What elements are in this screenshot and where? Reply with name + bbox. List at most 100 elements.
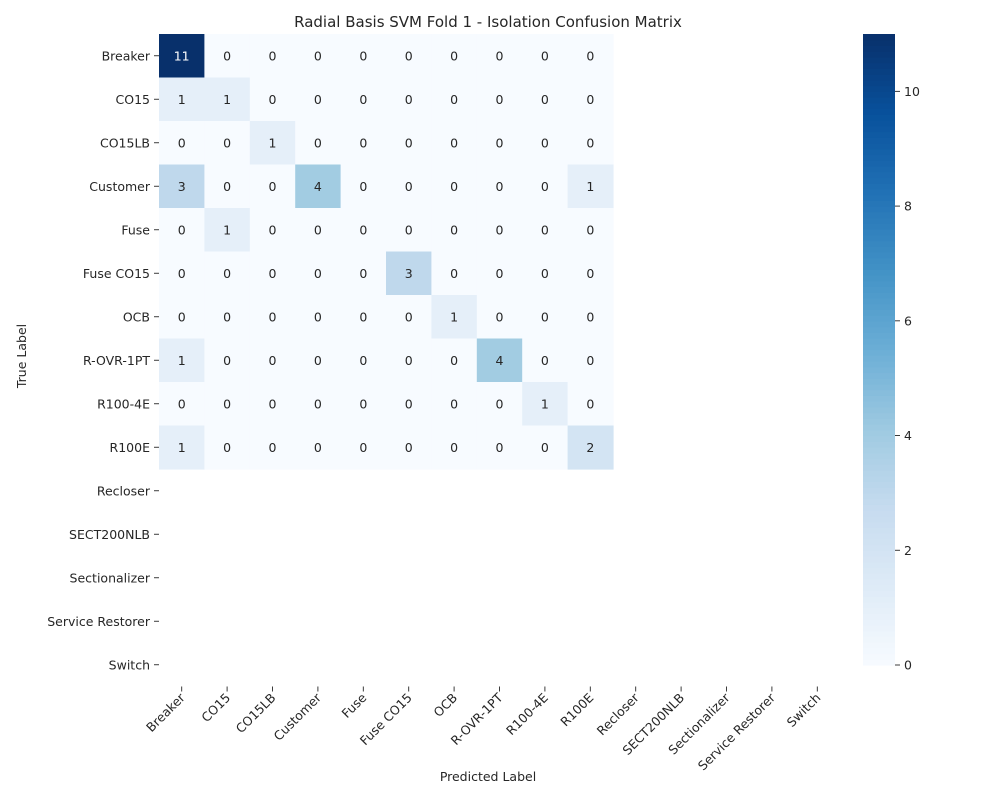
cell-value-label: 0 xyxy=(405,48,413,63)
colorbar-segment xyxy=(863,418,895,425)
x-tick-label: R100E xyxy=(557,690,596,729)
colorbar-segment xyxy=(863,74,895,81)
colorbar-segment xyxy=(863,601,895,609)
heatmap-cell xyxy=(522,338,569,383)
colorbar-segment xyxy=(863,624,895,632)
cell-value-label: 0 xyxy=(223,266,231,281)
colorbar-segment xyxy=(863,533,895,540)
heatmap-cell xyxy=(522,34,569,79)
colorbar-segment xyxy=(863,137,895,144)
heatmap-cell xyxy=(476,382,523,427)
heatmap-cell xyxy=(567,425,614,470)
colorbar-tick-label: 6 xyxy=(904,313,912,328)
colorbar-segment xyxy=(863,292,895,299)
heatmap-cell xyxy=(204,34,251,79)
heatmap-cell xyxy=(476,251,523,296)
heatmap-cell xyxy=(522,251,569,296)
chart-title: Radial Basis SVM Fold 1 - Isolation Conf… xyxy=(294,13,682,31)
heatmap-cell xyxy=(249,251,296,296)
heatmap-cell xyxy=(386,208,432,253)
x-tick-label: OCB xyxy=(430,690,460,720)
heatmap-cell xyxy=(249,77,296,122)
heatmap-cell xyxy=(249,164,296,209)
heatmap-cell xyxy=(567,251,614,296)
colorbar-segment xyxy=(863,544,895,551)
cell-value-label: 0 xyxy=(359,135,367,150)
colorbar-segment xyxy=(863,590,895,597)
cell-value-label: 0 xyxy=(541,48,549,63)
colorbar-segment xyxy=(863,475,895,483)
colorbar-segment xyxy=(863,188,895,196)
cell-value-label: 2 xyxy=(586,440,594,455)
colorbar-segment xyxy=(863,246,895,253)
colorbar-segment xyxy=(863,223,895,230)
colorbar-segment xyxy=(863,366,895,374)
y-tick-label: R-OVR-1PT xyxy=(83,353,150,368)
colorbar-segment xyxy=(863,630,895,637)
cell-value-label: 0 xyxy=(586,353,594,368)
heatmap-cell xyxy=(204,251,251,296)
heatmap-cell xyxy=(522,382,569,427)
x-tick-label: CO15LB xyxy=(233,690,279,736)
cell-value-label: 1 xyxy=(223,222,231,237)
cell-value-label: 0 xyxy=(405,92,413,107)
colorbar-segment xyxy=(863,320,895,328)
heatmap-cell xyxy=(386,425,432,470)
colorbar-segment xyxy=(863,332,895,339)
colorbar-segment xyxy=(863,406,895,414)
cell-value-label: 1 xyxy=(178,92,186,107)
cell-value-label: 0 xyxy=(314,266,322,281)
heatmap-cell xyxy=(159,77,205,122)
cell-value-label: 0 xyxy=(359,396,367,411)
cell-value-label: 0 xyxy=(269,222,277,237)
cell-value-label: 0 xyxy=(586,396,594,411)
heatmap-cell xyxy=(159,251,205,296)
heatmap-cell xyxy=(340,34,387,79)
heatmap-cell xyxy=(476,121,523,166)
cell-value-label: 0 xyxy=(450,92,458,107)
colorbar-segment xyxy=(863,395,895,402)
colorbar-segment xyxy=(863,125,895,133)
heatmap-cell xyxy=(295,295,342,340)
colorbar-tick-label: 8 xyxy=(904,199,912,214)
heatmap-cell xyxy=(295,164,342,209)
heatmap-cell xyxy=(431,34,478,79)
cell-value-label: 0 xyxy=(178,266,186,281)
cell-value-label: 0 xyxy=(541,440,549,455)
colorbar-segment xyxy=(863,596,895,603)
colorbar-segment xyxy=(863,550,895,557)
cell-value-label: 0 xyxy=(269,179,277,194)
colorbar-segment xyxy=(863,194,895,201)
x-tick-label: Breaker xyxy=(143,689,188,734)
colorbar-segment xyxy=(863,206,895,213)
cell-value-label: 0 xyxy=(314,135,322,150)
cell-value-label: 0 xyxy=(314,222,322,237)
heatmap-cell xyxy=(340,208,387,253)
heatmap-cell xyxy=(340,251,387,296)
heatmap-cell xyxy=(340,77,387,122)
heatmap-cell xyxy=(386,77,432,122)
cell-value-label: 0 xyxy=(405,309,413,324)
y-tick-label: SECT200NLB xyxy=(69,527,150,542)
colorbar-segment xyxy=(863,251,895,259)
colorbar-segment xyxy=(863,487,895,494)
heatmap-cell xyxy=(295,34,342,79)
cell-value-label: 0 xyxy=(405,135,413,150)
cell-value-label: 0 xyxy=(496,396,504,411)
colorbar-segment xyxy=(863,108,895,115)
heatmap-cell xyxy=(249,382,296,427)
x-tick-label: R100-4E xyxy=(503,690,551,738)
cell-value-label: 0 xyxy=(223,135,231,150)
heatmap-cell xyxy=(159,208,205,253)
colorbar-segment xyxy=(863,269,895,276)
cell-value-label: 0 xyxy=(314,309,322,324)
heatmap-cell xyxy=(567,295,614,340)
y-tick-label: Sectionalizer xyxy=(70,570,151,585)
heatmap-cell xyxy=(159,338,205,383)
cell-value-label: 0 xyxy=(450,48,458,63)
cell-value-label: 4 xyxy=(314,179,322,194)
cell-value-label: 0 xyxy=(223,309,231,324)
heatmap-cell xyxy=(249,338,296,383)
cell-value-label: 0 xyxy=(496,222,504,237)
y-tick-label: CO15 xyxy=(116,92,150,107)
